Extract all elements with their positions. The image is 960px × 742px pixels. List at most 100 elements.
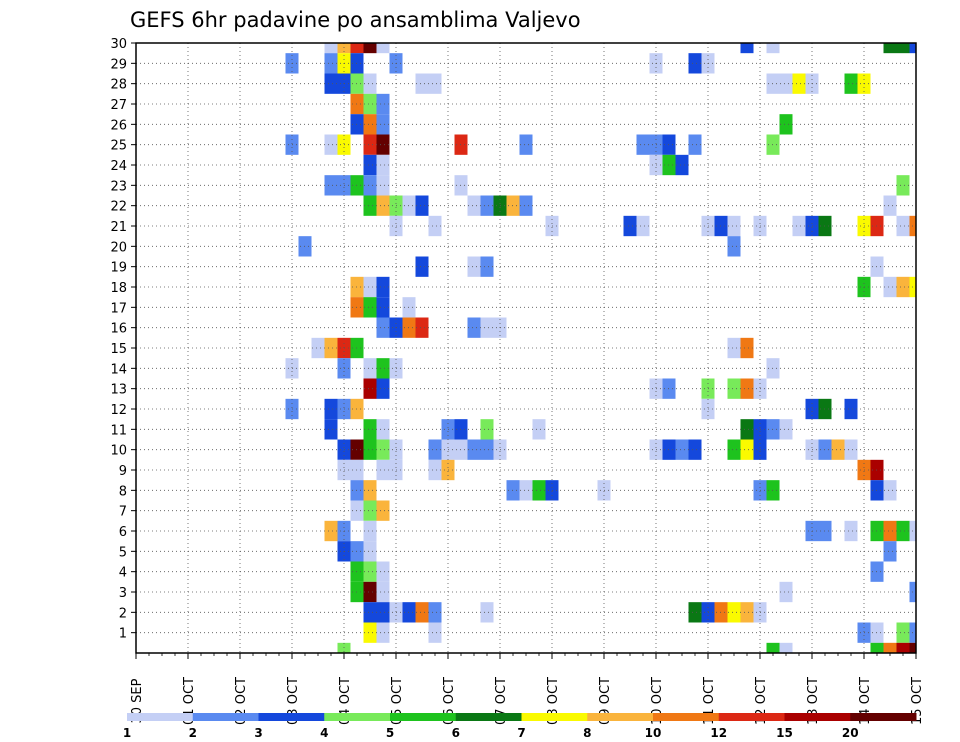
heatmap-cell (363, 561, 377, 582)
heatmap-cell (324, 520, 338, 542)
heatmap-cell (896, 622, 910, 643)
y-tick-label: 14 (110, 362, 127, 377)
x-axis-labels: 30 SEP 01 OCT 02 OCT 03 OCT 04 OCT 05 OCT 06 O… (130, 677, 925, 725)
axis-ticks (131, 42, 917, 659)
heatmap-cell (428, 602, 442, 623)
heatmap-cell (376, 114, 390, 135)
y-tick-label: 21 (110, 220, 127, 235)
heatmap-cell (376, 459, 390, 481)
heatmap-cell (363, 358, 377, 379)
heatmap-cell (415, 195, 429, 216)
heatmap-cell (376, 195, 390, 216)
x-tick-label: 10 OCT (650, 677, 665, 725)
heatmap-cell (363, 480, 377, 501)
y-tick-label: 23 (110, 179, 127, 194)
heatmap-cell (428, 73, 442, 94)
heatmap-cell (844, 439, 858, 460)
y-tick-label: 29 (110, 57, 127, 72)
heatmap-cell (883, 642, 897, 653)
colorbar-swatch (521, 713, 588, 721)
heatmap-cell (376, 297, 390, 318)
y-tick-label: 12 (110, 403, 127, 418)
heatmap-cell (363, 419, 377, 440)
heatmap-cell (870, 642, 884, 653)
heatmap-cell (883, 541, 897, 562)
y-tick-label: 24 (110, 159, 127, 174)
heatmap-cells (285, 43, 916, 653)
heatmap-cell (532, 419, 546, 440)
heatmap-cell (480, 256, 494, 277)
heatmap-cell (415, 602, 429, 623)
heatmap-cell (792, 73, 806, 94)
heatmap-cell (883, 520, 897, 542)
x-tick-label: 30 SEP (130, 678, 145, 723)
heatmap-cell (896, 520, 910, 542)
y-tick-label: 1 (119, 627, 127, 642)
y-tick-label: 17 (110, 301, 127, 316)
heatmap-cell (428, 439, 442, 460)
heatmap-cell (792, 215, 806, 237)
heatmap-cell (428, 215, 442, 237)
colorbar-swatch (455, 713, 522, 721)
heatmap-cell (324, 337, 338, 359)
heatmap-cell (363, 73, 377, 94)
x-tick-label: 14 OCT (858, 677, 873, 725)
heatmap-cell (844, 398, 858, 420)
colorbar-label: 12 (710, 726, 727, 740)
heatmap-cell (415, 73, 429, 94)
heatmap-cell (480, 317, 494, 338)
heatmap-cell (467, 317, 481, 338)
y-tick-label: 28 (110, 78, 127, 93)
x-tick-label: 07 OCT (494, 677, 509, 725)
heatmap-cell (376, 439, 390, 460)
y-tick-label: 20 (110, 240, 127, 255)
heatmap-cell (779, 642, 793, 653)
heatmap-cell (727, 439, 741, 460)
heatmap-cell (376, 93, 390, 115)
heatmap-cell (675, 154, 689, 176)
colorbar-label: 10 (645, 726, 662, 740)
heatmap-cell (376, 378, 390, 399)
heatmap-cell (363, 297, 377, 318)
heatmap-cell (727, 602, 741, 623)
colorbar-label: 2 (189, 726, 197, 740)
heatmap-cell (740, 378, 754, 399)
heatmap-cell (324, 419, 338, 440)
colorbar-label: 6 (452, 726, 460, 740)
colorbar-swatch (850, 713, 917, 721)
colorbar-swatch (390, 713, 457, 721)
heatmap-cell (779, 114, 793, 135)
heatmap-cell (324, 43, 338, 54)
x-tick-label: 08 OCT (546, 677, 561, 725)
colorbar-swatch (587, 713, 654, 721)
colorbar-swatch (784, 713, 851, 721)
heatmap-cell (376, 358, 390, 379)
y-tick-label: 18 (110, 281, 127, 296)
heatmap-cell (363, 500, 377, 521)
heatmap-cell (740, 43, 754, 54)
heatmap-cell (779, 419, 793, 440)
x-tick-label: 09 OCT (598, 677, 613, 725)
y-tick-label: 4 (119, 566, 127, 581)
x-tick-label: 11 OCT (702, 677, 717, 725)
heatmap-cell (636, 215, 650, 237)
colorbar-label: 7 (517, 726, 525, 740)
heatmap-cell (337, 43, 351, 54)
heatmap-cell (324, 134, 338, 155)
y-tick-label: 11 (110, 423, 127, 438)
heatmap-cell (363, 93, 377, 115)
heatmap-cell (480, 602, 494, 623)
heatmap-cell (779, 581, 793, 603)
y-tick-label: 26 (110, 118, 127, 133)
y-tick-label: 5 (119, 545, 127, 560)
heatmap-cell (766, 43, 780, 54)
x-tick-label: 03 OCT (286, 677, 301, 725)
heatmap-cell (363, 541, 377, 562)
heatmap-cell (896, 175, 910, 196)
x-tick-label: 12 OCT (754, 677, 769, 725)
heatmap-cell (883, 43, 897, 54)
y-tick-label: 6 (119, 525, 127, 540)
heatmap-cell (727, 236, 741, 257)
heatmap-cell (519, 195, 533, 216)
y-tick-label: 27 (110, 98, 127, 113)
